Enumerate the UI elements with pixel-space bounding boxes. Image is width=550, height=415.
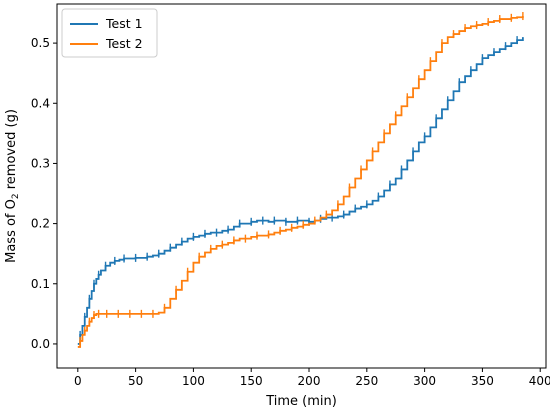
plot-frame	[56, 3, 547, 369]
y-tick-label: 0.3	[31, 156, 50, 170]
x-tick-label: 150	[240, 374, 263, 388]
legend-label-test-1: Test 1	[105, 16, 143, 31]
x-tick-label: 100	[182, 374, 205, 388]
series-line-1	[77, 37, 524, 345]
x-tick-label: 50	[128, 374, 143, 388]
y-axis-label: Mass of O2 removed (g)	[4, 109, 21, 263]
series-layer	[77, 12, 524, 348]
x-tick-label: 0	[74, 374, 82, 388]
y-tick-label: 0.5	[31, 36, 50, 50]
y-axis-label-subscript: 2	[11, 193, 21, 199]
x-tick-label: 300	[413, 374, 436, 388]
series-line-2	[77, 16, 524, 348]
y-tick-label: 0.2	[31, 217, 50, 231]
x-axis-ticks: 0 50 100 150 200 250 300 350 400	[74, 368, 550, 388]
x-axis-label: Time (min)	[265, 394, 337, 409]
y-tick-label: 0.4	[31, 96, 50, 110]
y-tick-label: 0.0	[31, 337, 50, 351]
x-tick-label: 200	[298, 374, 321, 388]
y-axis-label-suffix: removed (g)	[4, 109, 19, 193]
legend: Test 1 Test 2	[61, 8, 158, 58]
x-tick-label: 250	[355, 374, 378, 388]
y-tick-label: 0.1	[31, 277, 50, 291]
y-axis-label-main: Mass of O	[4, 199, 19, 263]
x-tick-label: 350	[471, 374, 494, 388]
y-axis-ticks: 0.0 0.1 0.2 0.3 0.4 0.5	[31, 36, 57, 351]
x-tick-label: 400	[529, 374, 550, 388]
legend-label-test-2: Test 2	[105, 36, 143, 51]
